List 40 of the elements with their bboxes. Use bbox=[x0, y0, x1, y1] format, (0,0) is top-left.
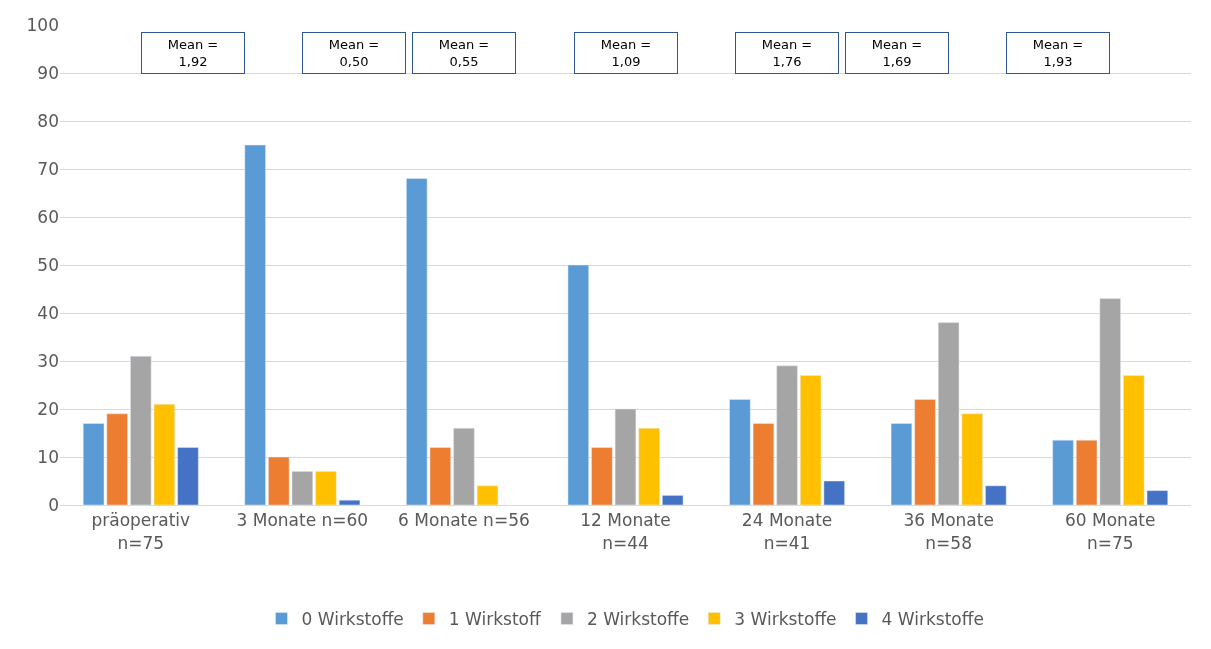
bar bbox=[338, 499, 361, 505]
bar bbox=[985, 485, 1007, 505]
x-tick-label: 6 Monate n=56 bbox=[398, 510, 530, 531]
y-tick-label: 70 bbox=[37, 158, 59, 179]
annotation: Mean = 1,69 bbox=[871, 37, 923, 69]
x-tick-label: 24 Monate n=41 bbox=[741, 510, 833, 553]
annotation: Mean = 1,76 bbox=[761, 37, 813, 69]
legend-label: 2 Wirkstoffe bbox=[586, 609, 690, 630]
annotation: Mean = 1,09 bbox=[600, 37, 652, 69]
annotation: Mean = 0,50 bbox=[328, 37, 380, 69]
y-tick-label: 100 bbox=[26, 14, 59, 35]
x-tick-label: 36 Monate n=58 bbox=[903, 510, 994, 553]
legend-label: 3 Wirkstoffe bbox=[734, 609, 837, 630]
y-tick-label: 50 bbox=[37, 254, 59, 275]
x-tick-label: 3 Monate n=60 bbox=[236, 510, 369, 531]
y-tick-label: 90 bbox=[37, 62, 59, 83]
x-tick-label: 12 Monate n=44 bbox=[580, 510, 671, 553]
y-tick-label: 10 bbox=[37, 446, 59, 467]
annotation: Mean = 1,93 bbox=[1032, 37, 1084, 69]
y-tick-label: 0 bbox=[48, 494, 59, 515]
y-tick-label: 20 bbox=[37, 398, 59, 419]
bar bbox=[177, 447, 199, 505]
bar bbox=[914, 399, 936, 505]
bar bbox=[244, 144, 266, 505]
bar bbox=[662, 495, 684, 505]
legend-label: 4 Wirkstoffe bbox=[881, 609, 984, 630]
legend-label: 1 Wirkstoff bbox=[448, 609, 542, 630]
y-tick-label: 30 bbox=[37, 350, 59, 371]
bar bbox=[567, 264, 589, 505]
x-tick-label: 60 Monate n=75 bbox=[1065, 510, 1156, 553]
bar bbox=[890, 423, 913, 505]
y-tick-label: 40 bbox=[37, 302, 59, 323]
y-tick-label: 60 bbox=[37, 206, 59, 227]
y-tick-label: 80 bbox=[37, 110, 59, 131]
annotation: Mean = 1,92 bbox=[167, 37, 219, 69]
x-tick-label: präoperativ n=75 bbox=[91, 510, 191, 553]
bar bbox=[315, 471, 337, 505]
bar bbox=[1052, 439, 1074, 505]
annotation: Mean = 0,55 bbox=[438, 37, 490, 69]
legend-label: 0 Wirkstoffe bbox=[301, 609, 404, 630]
